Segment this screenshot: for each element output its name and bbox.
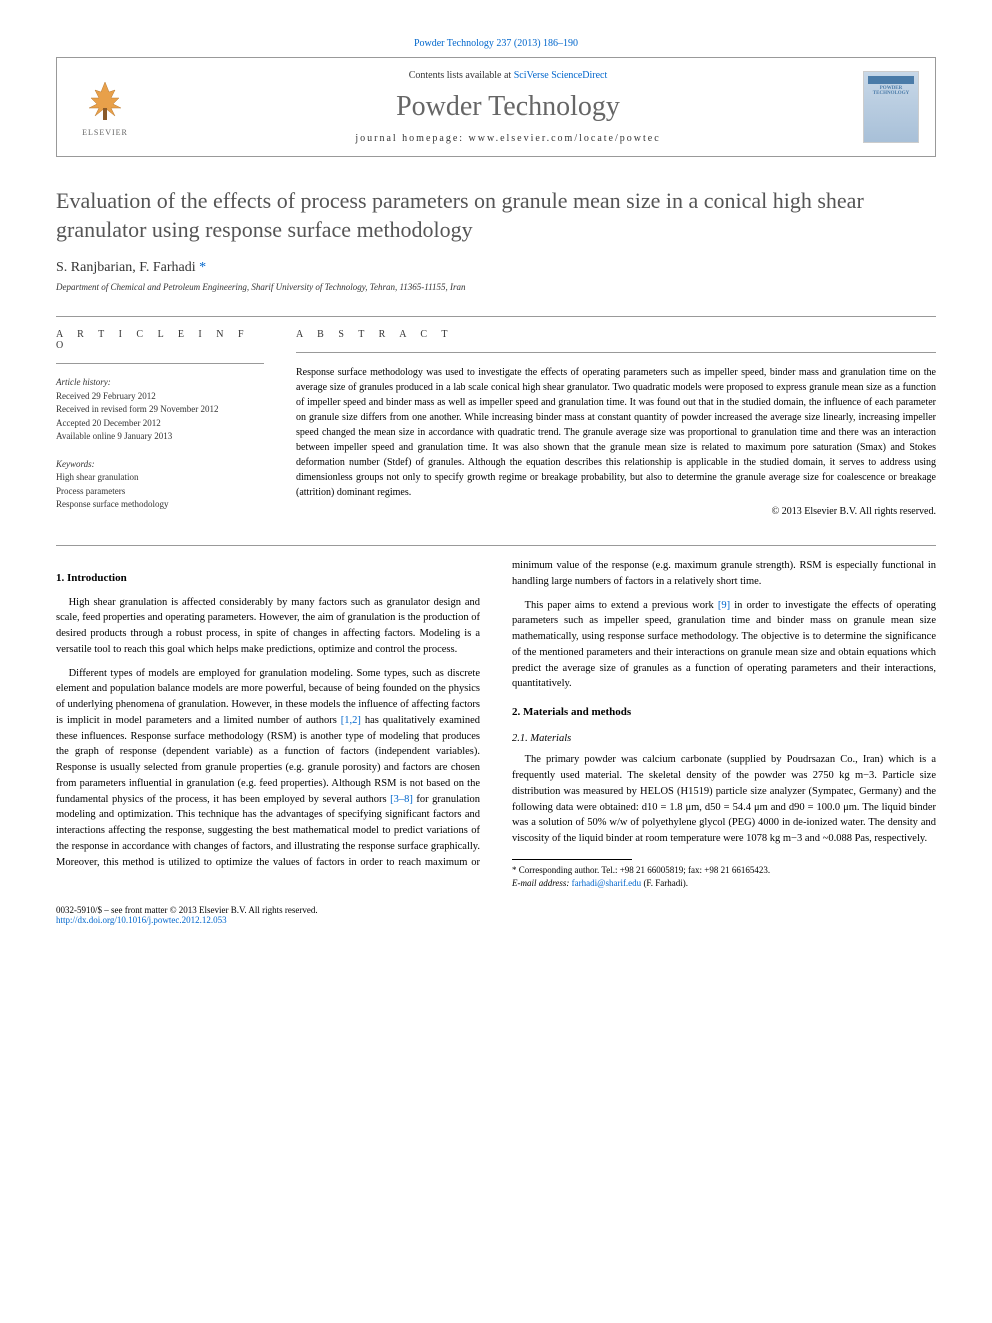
intro-paragraph-1: High shear granulation is affected consi… xyxy=(56,595,480,658)
intro-paragraph-3: This paper aims to extend a previous wor… xyxy=(512,598,936,693)
corresponding-asterisk: * xyxy=(199,260,206,275)
keyword-2: Process parameters xyxy=(56,486,125,496)
authors-names: S. Ranjbarian, F. Farhadi xyxy=(56,260,199,275)
contents-prefix: Contents lists available at xyxy=(409,70,514,81)
ref-link-3-8[interactable]: [3–8] xyxy=(390,794,413,805)
history-received: Received 29 February 2012 xyxy=(56,391,156,401)
cover-label: POWDER TECHNOLOGY xyxy=(864,86,918,96)
footnote-divider xyxy=(512,859,632,860)
abstract-text: Response surface methodology was used to… xyxy=(296,365,936,500)
front-matter-line: 0032-5910/$ – see front matter © 2013 El… xyxy=(56,905,318,915)
intro-p3-a: This paper aims to extend a previous wor… xyxy=(525,600,718,611)
intro-p2-b: has qualitatively examined these influen… xyxy=(56,715,480,805)
article-history: Article history: Received 29 February 20… xyxy=(56,376,264,444)
email-suffix: (F. Farhadi). xyxy=(641,878,688,888)
body-columns: 1. Introduction High shear granulation i… xyxy=(56,558,936,889)
article-info-column: A R T I C L E I N F O Article history: R… xyxy=(56,329,264,517)
homepage-url: www.elsevier.com/locate/powtec xyxy=(469,133,661,144)
elsevier-label: ELSEVIER xyxy=(82,128,128,137)
keyword-1: High shear granulation xyxy=(56,472,138,482)
doi-link[interactable]: http://dx.doi.org/10.1016/j.powtec.2012.… xyxy=(56,915,227,925)
article-info-heading: A R T I C L E I N F O xyxy=(56,329,264,351)
abstract-heading: A B S T R A C T xyxy=(296,329,936,340)
history-revised: Received in revised form 29 November 201… xyxy=(56,404,218,414)
journal-reference: Powder Technology 237 (2013) 186–190 xyxy=(56,38,936,49)
journal-cover-thumbnail: POWDER TECHNOLOGY xyxy=(863,71,919,143)
journal-ref-link[interactable]: Powder Technology 237 (2013) 186–190 xyxy=(414,38,578,49)
email-label: E-mail address: xyxy=(512,878,572,888)
keywords-label: Keywords: xyxy=(56,459,95,469)
history-online: Available online 9 January 2013 xyxy=(56,431,172,441)
page-container: Powder Technology 237 (2013) 186–190 ELS… xyxy=(0,0,992,963)
affiliation: Department of Chemical and Petroleum Eng… xyxy=(56,282,936,292)
authors-line: S. Ranjbarian, F. Farhadi * xyxy=(56,260,936,276)
keywords-block: Keywords: High shear granulation Process… xyxy=(56,458,264,512)
elsevier-logo: ELSEVIER xyxy=(73,71,137,143)
materials-paragraph-1: The primary powder was calcium carbonate… xyxy=(512,752,936,847)
section-2-heading: 2. Materials and methods xyxy=(512,704,936,721)
bottom-bar: 0032-5910/$ – see front matter © 2013 El… xyxy=(56,905,936,925)
footnote-email-line: E-mail address: farhadi@sharif.edu (F. F… xyxy=(512,877,936,890)
divider-body xyxy=(56,545,936,546)
homepage-prefix: journal homepage: xyxy=(355,133,468,144)
article-title: Evaluation of the effects of process par… xyxy=(56,187,936,244)
subsection-2-1-heading: 2.1. Materials xyxy=(512,731,936,747)
corresponding-author-footnote: * Corresponding author. Tel.: +98 21 660… xyxy=(512,864,936,889)
contents-line: Contents lists available at SciVerse Sci… xyxy=(153,70,863,81)
ref-link-9[interactable]: [9] xyxy=(718,600,730,611)
intro-p3-b: in order to investigate the effects of o… xyxy=(512,600,936,690)
info-abstract-row: A R T I C L E I N F O Article history: R… xyxy=(56,329,936,517)
journal-name: Powder Technology xyxy=(153,91,863,123)
elsevier-tree-icon xyxy=(81,78,129,126)
keyword-3: Response surface methodology xyxy=(56,499,168,509)
divider-abstract xyxy=(296,352,936,353)
section-1-heading: 1. Introduction xyxy=(56,570,480,587)
journal-header-box: ELSEVIER Contents lists available at Sci… xyxy=(56,57,936,157)
abstract-column: A B S T R A C T Response surface methodo… xyxy=(296,329,936,517)
footnote-tel-fax: * Corresponding author. Tel.: +98 21 660… xyxy=(512,864,936,877)
divider-info xyxy=(56,363,264,364)
history-label: Article history: xyxy=(56,377,111,387)
bottom-left: 0032-5910/$ – see front matter © 2013 El… xyxy=(56,905,318,925)
history-accepted: Accepted 20 December 2012 xyxy=(56,418,161,428)
header-center: Contents lists available at SciVerse Sci… xyxy=(153,70,863,144)
email-link[interactable]: farhadi@sharif.edu xyxy=(572,878,642,888)
footnote-block: * Corresponding author. Tel.: +98 21 660… xyxy=(512,859,936,889)
homepage-line: journal homepage: www.elsevier.com/locat… xyxy=(153,133,863,144)
divider-top xyxy=(56,316,936,317)
contents-link[interactable]: SciVerse ScienceDirect xyxy=(514,70,608,81)
copyright-line: © 2013 Elsevier B.V. All rights reserved… xyxy=(296,506,936,517)
ref-link-1-2[interactable]: [1,2] xyxy=(341,715,361,726)
